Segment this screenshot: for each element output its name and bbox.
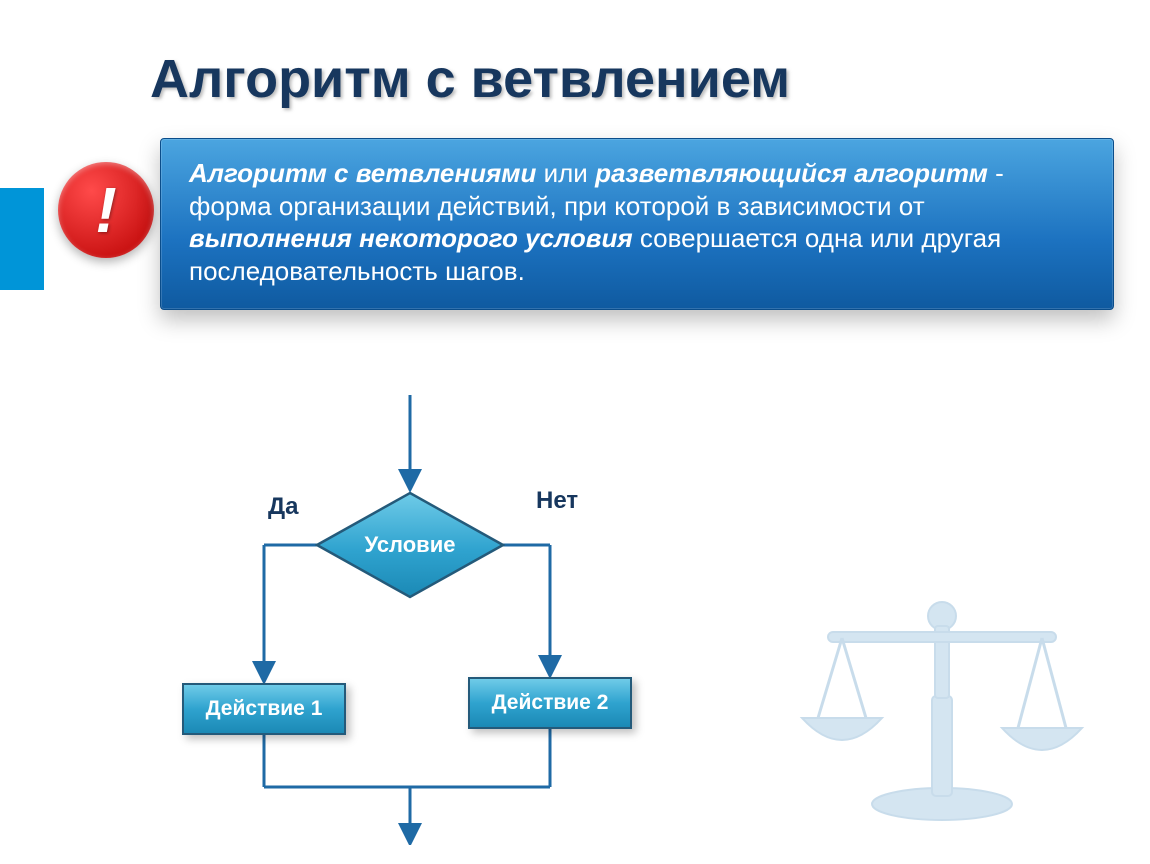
page-title: Алгоритм с ветвлением	[150, 48, 790, 110]
def-term3: разветвляющийся алгоритм	[595, 158, 988, 188]
scales-icon	[782, 546, 1102, 826]
definition-box: Алгоритм с ветвлениями или разветвляющий…	[160, 138, 1114, 310]
exclamation-icon: !	[95, 178, 116, 242]
attention-badge: !	[58, 162, 154, 258]
def-term1: Алгоритм с ветвлениями	[189, 158, 536, 188]
action2-node: Действие 2	[468, 677, 632, 729]
condition-label: Условие	[315, 491, 505, 599]
branch-yes-label: Да	[268, 493, 298, 521]
flowchart-connectors	[140, 395, 700, 845]
def-text2: или	[536, 158, 595, 188]
action1-node: Действие 1	[182, 683, 346, 735]
condition-node: Условие	[315, 491, 505, 599]
accent-bar	[0, 188, 44, 290]
flowchart-diagram: Да Нет Условие Действие 1 Действие 2	[140, 395, 700, 845]
branch-no-label: Нет	[536, 487, 578, 515]
def-term5: выполнения некоторого условия	[189, 223, 633, 253]
